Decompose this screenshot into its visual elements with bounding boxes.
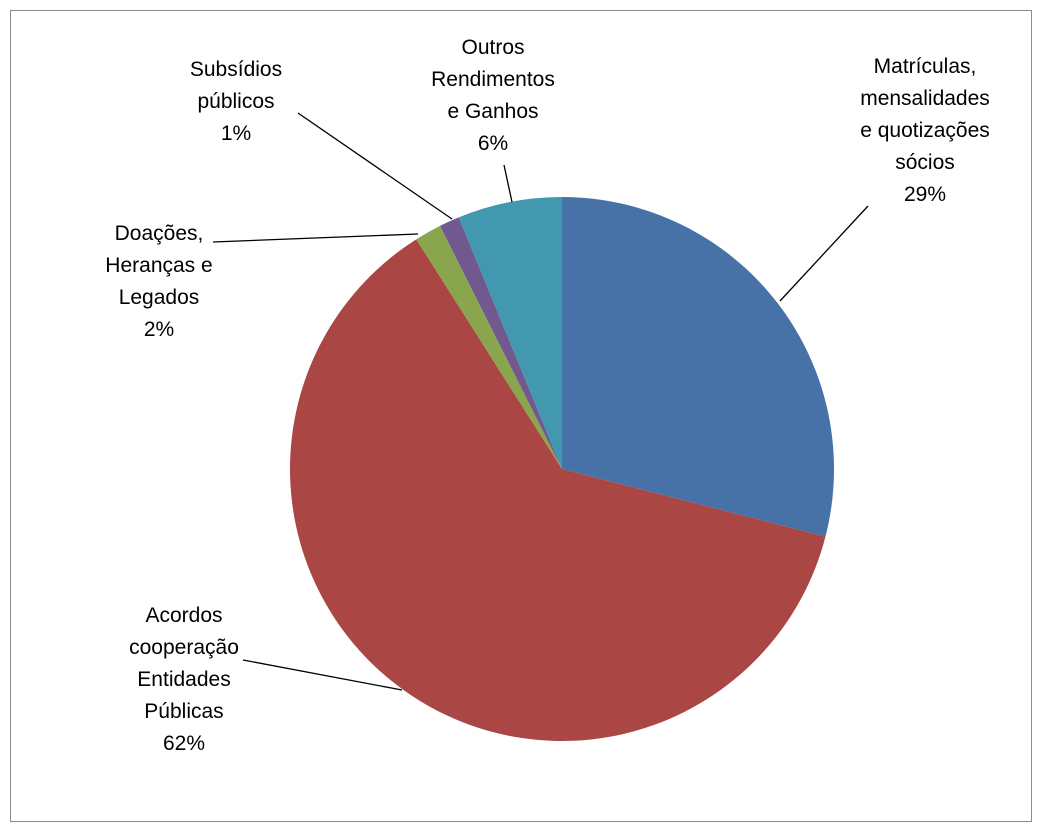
leader-line-2 — [242, 659, 403, 691]
data-label-2: Acordos cooperação Entidades Públicas 62% — [129, 604, 239, 755]
leader-line-3 — [212, 233, 419, 243]
pie-slice-5 — [458, 197, 562, 469]
data-label-5: Outros Rendimentos e Ganhos 6% — [431, 36, 555, 155]
data-label-3: Doações, Heranças e Legados 2% — [105, 222, 212, 341]
pie-slice-2 — [289, 239, 826, 742]
leader-line-1 — [779, 205, 869, 302]
pie-slice-4 — [440, 217, 562, 469]
data-label-1: Matrículas, mensalidades e quotizações sóci… — [860, 55, 990, 206]
pie-slice-3 — [416, 225, 562, 469]
pie-slice-1 — [562, 197, 834, 537]
leader-line-5 — [503, 164, 513, 203]
leader-line-4 — [297, 112, 453, 220]
data-label-4: Subsídios públicos 1% — [190, 58, 282, 145]
